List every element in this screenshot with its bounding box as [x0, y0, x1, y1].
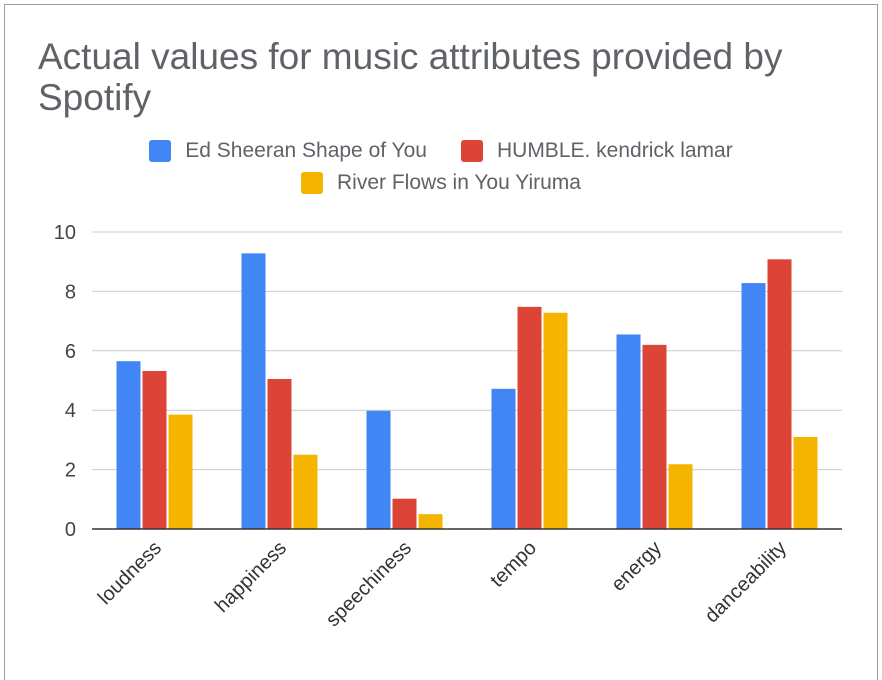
bar [668, 464, 693, 529]
bar [267, 379, 292, 529]
y-tick-label: 2 [65, 460, 76, 482]
legend-swatch-humble [460, 140, 483, 162]
legend-swatch-ed-sheeran [149, 140, 172, 162]
chart-frame [4, 4, 878, 680]
x-tick-label: energy [607, 537, 666, 596]
legend-item-humble[interactable]: HUMBLE. kendrick lamar [460, 139, 733, 163]
legend-label-river-flows: River Flows in You Yiruma [337, 171, 581, 194]
y-tick-label: 0 [65, 519, 76, 541]
x-tick-label: loudness [94, 537, 166, 609]
bar [543, 312, 568, 529]
y-tick-label: 10 [54, 222, 76, 244]
y-tick-label: 4 [65, 400, 76, 422]
x-tick-label: happiness [211, 537, 291, 617]
bar [392, 498, 417, 529]
y-tick-label: 8 [65, 281, 76, 303]
bar [642, 344, 667, 529]
legend-item-river-flows[interactable]: River Flows in You Yiruma [301, 171, 581, 195]
bar [767, 259, 792, 529]
legend-swatch-river-flows [301, 172, 324, 194]
legend-item-ed-sheeran[interactable]: Ed Sheeran Shape of You [149, 139, 427, 163]
bar [793, 436, 818, 529]
legend-row-2: River Flows in You Yiruma [0, 171, 882, 195]
bar [116, 361, 141, 529]
bar [168, 414, 193, 529]
bar [241, 253, 266, 529]
bar [741, 283, 766, 529]
chart-title: Actual values for music attributes provi… [38, 36, 783, 118]
x-tick-label: danceability [701, 537, 791, 627]
y-tick-label: 6 [65, 341, 76, 363]
bar [616, 334, 641, 529]
x-tick-label: tempo [486, 537, 541, 592]
bar [491, 388, 516, 529]
legend-label-humble: HUMBLE. kendrick lamar [496, 139, 733, 162]
x-tick-label: speechiness [322, 537, 416, 631]
legend-row-1: Ed Sheeran Shape of You HUMBLE. kendrick… [0, 139, 882, 163]
bar [517, 306, 542, 529]
legend-label-ed-sheeran: Ed Sheeran Shape of You [185, 139, 427, 162]
bar [293, 454, 318, 529]
bar [366, 410, 391, 529]
bar [142, 370, 167, 529]
bar [418, 514, 443, 529]
